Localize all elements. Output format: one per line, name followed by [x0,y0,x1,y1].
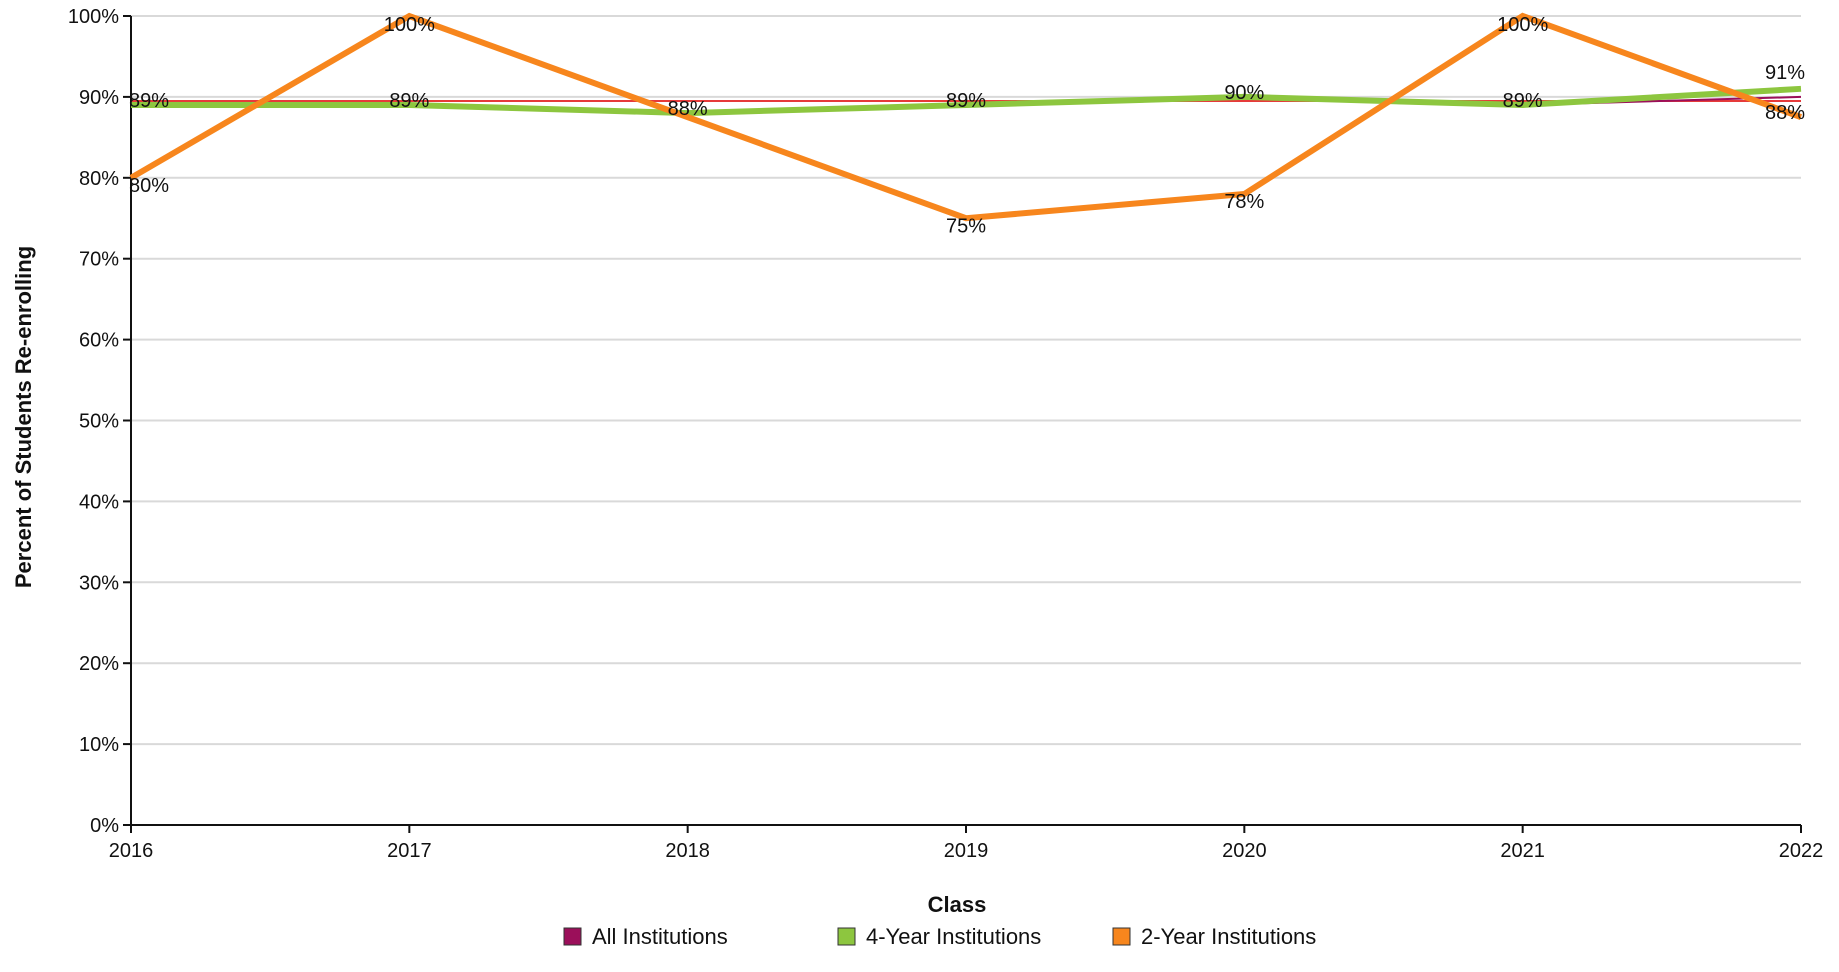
series-line-4-year-institutions [131,85,1802,117]
y-tick-label: 60% [79,330,119,352]
legend-swatch [837,927,856,946]
y-tick-label: 100% [68,6,119,28]
series-layer [129,12,1803,222]
x-tick-label: 2016 [109,840,154,862]
legend-label: 4-Year Institutions [866,924,1041,949]
data-label: 90% [1224,82,1264,104]
x-tick-label: 2017 [387,840,432,862]
data-label: 89% [129,90,169,112]
y-tick-label: 70% [79,249,119,271]
y-tick-label: 90% [79,87,119,109]
legend-label: All Institutions [592,924,728,949]
x-tick-label: 2022 [1779,840,1824,862]
x-tick-label: 2018 [665,840,710,862]
data-label: 78% [1224,191,1264,213]
data-label: 80% [129,175,169,197]
data-label-layer: 89% 89% 88% 89% 90% 89% 91% 80% 100% 75% 78% 100% 88… [129,14,1805,237]
data-label: 91% [1765,62,1805,84]
legend-label: 2-Year Institutions [1141,924,1316,949]
y-tick-label: 0% [90,815,119,837]
legend-item-4-year-institutions: 4-Year Institutions [837,924,1041,949]
y-tick-label: 20% [79,653,119,675]
data-label: 100% [1497,14,1548,36]
data-label: 89% [946,90,986,112]
series-line-2-year-institutions [129,12,1803,222]
data-label: 88% [668,98,708,120]
x-tick-label: 2020 [1222,840,1267,862]
axis-layer: 0% 10% 20% 30% 40% 50% 60% 70% 80% 90% 100% 2016 201… [68,6,1823,862]
legend-item-all-institutions: All Institutions [563,924,728,949]
grid-layer [131,15,1801,746]
x-tick-label: 2021 [1500,840,1545,862]
y-tick-label: 80% [79,168,119,190]
legend: All Institutions 4-Year Institutions 2-Yea… [563,924,1316,949]
data-label: 89% [389,90,429,112]
data-label: 100% [384,14,435,36]
x-axis-title: Class [928,892,987,917]
x-tick-label: 2019 [944,840,989,862]
y-tick-label: 30% [79,572,119,594]
y-axis-title: Percent of Students Re-enrolling [11,246,36,588]
y-tick-label: 50% [79,411,119,433]
data-label: 89% [1503,90,1543,112]
legend-swatch [1112,927,1131,946]
y-tick-label: 10% [79,734,119,756]
legend-swatch [563,927,582,946]
legend-item-2-year-institutions: 2-Year Institutions [1112,924,1316,949]
data-label: 75% [946,215,986,237]
data-label: 88% [1765,102,1805,124]
y-tick-label: 40% [79,491,119,513]
